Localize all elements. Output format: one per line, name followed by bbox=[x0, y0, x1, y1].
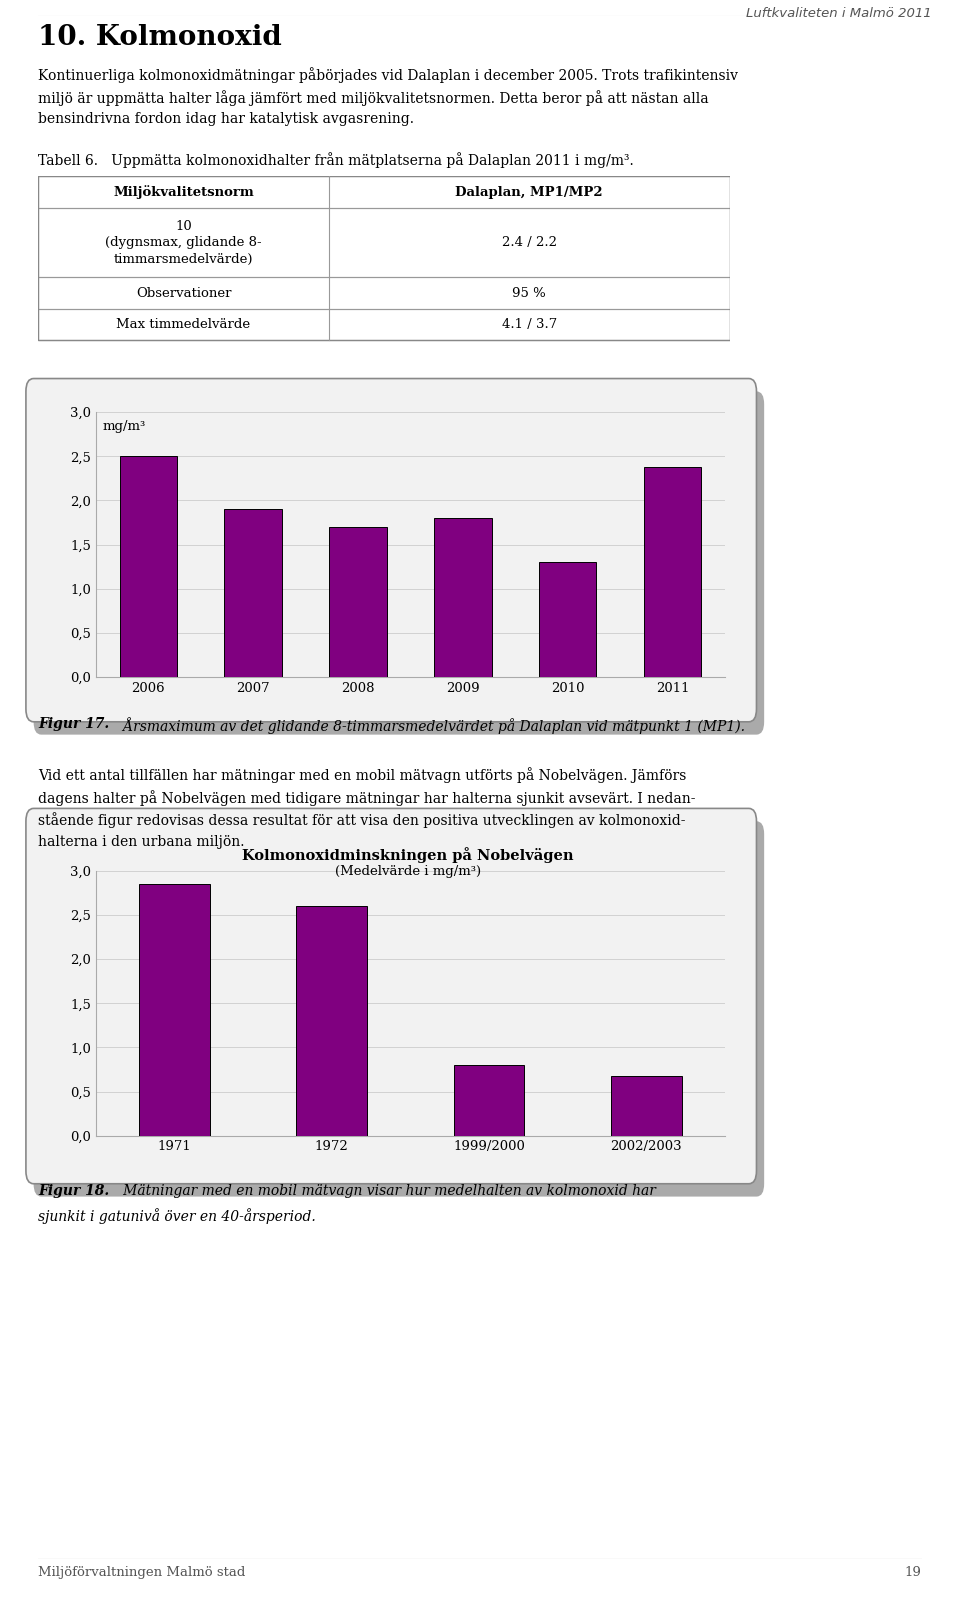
Text: Observationer: Observationer bbox=[135, 287, 231, 300]
Bar bbox=[539, 563, 596, 677]
Text: mg/m³: mg/m³ bbox=[103, 420, 146, 433]
Text: 10
(dygnsmax, glidande 8-
timmarsmedelvärde): 10 (dygnsmax, glidande 8- timmarsmedelvä… bbox=[106, 220, 262, 266]
Text: 19: 19 bbox=[904, 1566, 922, 1578]
Bar bbox=[643, 467, 701, 677]
Bar bbox=[225, 510, 282, 677]
Text: Figur 17.: Figur 17. bbox=[38, 717, 109, 731]
Text: sjunkit i gatunivå över en 40-årsperiod.: sjunkit i gatunivå över en 40-årsperiod. bbox=[38, 1208, 316, 1224]
Text: Miljökvalitetsnorm: Miljökvalitetsnorm bbox=[113, 184, 254, 199]
Bar bbox=[38, 207, 730, 277]
Bar bbox=[120, 457, 178, 677]
Bar bbox=[329, 526, 387, 677]
Bar bbox=[38, 308, 730, 340]
Text: 4.1 / 3.7: 4.1 / 3.7 bbox=[501, 318, 557, 330]
Text: Max timmedelvärde: Max timmedelvärde bbox=[116, 318, 251, 330]
Text: Kontinuerliga kolmonoxidmätningar påbörjades vid Dalaplan i december 2005. Trots: Kontinuerliga kolmonoxidmätningar påbörj… bbox=[38, 67, 738, 127]
Text: 2.4 / 2.2: 2.4 / 2.2 bbox=[502, 236, 557, 249]
Bar bbox=[454, 1065, 524, 1136]
Text: Miljöförvaltningen Malmö stad: Miljöförvaltningen Malmö stad bbox=[38, 1566, 246, 1578]
Text: 95 %: 95 % bbox=[513, 287, 546, 300]
Text: Kolmonoxidminskningen på Nobelvägen: Kolmonoxidminskningen på Nobelvägen bbox=[242, 847, 574, 863]
Text: Luftkvaliteten i Malmö 2011: Luftkvaliteten i Malmö 2011 bbox=[746, 6, 931, 21]
Bar bbox=[611, 1076, 682, 1136]
Text: (Medelvärde i mg/m³): (Medelvärde i mg/m³) bbox=[335, 865, 481, 877]
Text: Figur 18.: Figur 18. bbox=[38, 1184, 109, 1198]
Text: Dalaplan, MP1/MP2: Dalaplan, MP1/MP2 bbox=[455, 186, 603, 199]
Text: Årsmaximum av det glidande 8-timmarsmedelvärdet på Dalaplan vid mätpunkt 1 (MP1): Årsmaximum av det glidande 8-timmarsmede… bbox=[110, 717, 745, 735]
Bar bbox=[38, 277, 730, 308]
Text: Tabell 6.   Uppmätta kolmonoxidhalter från mätplatserna på Dalaplan 2011 i mg/m³: Tabell 6. Uppmätta kolmonoxidhalter från… bbox=[38, 152, 635, 168]
Bar bbox=[38, 176, 730, 340]
Text: Mätningar med en mobil mätvagn visar hur medelhalten av kolmonoxid har: Mätningar med en mobil mätvagn visar hur… bbox=[110, 1184, 657, 1198]
Text: Vid ett antal tillfällen har mätningar med en mobil mätvagn utförts på Nobelväge: Vid ett antal tillfällen har mätningar m… bbox=[38, 767, 696, 849]
Bar bbox=[139, 884, 210, 1136]
Bar bbox=[38, 176, 730, 209]
Bar bbox=[297, 906, 367, 1136]
Bar bbox=[434, 518, 492, 677]
Text: 10. Kolmonoxid: 10. Kolmonoxid bbox=[38, 24, 282, 51]
